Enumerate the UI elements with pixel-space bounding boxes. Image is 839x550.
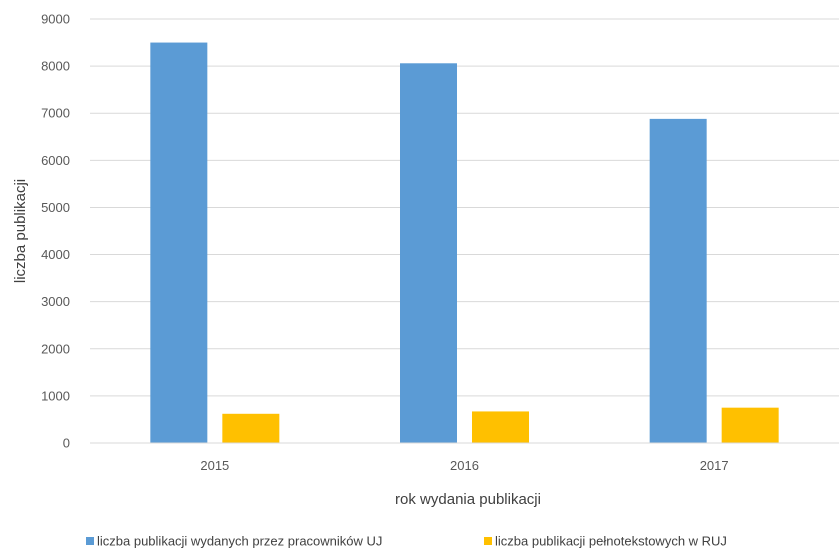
bar-2017-series-1 [649,118,707,444]
x-tick-label: 2015 [200,458,229,473]
legend-swatch [86,537,94,545]
legend-swatch [484,537,492,545]
legend-label: liczba publikacji wydanych przez pracown… [97,534,382,549]
y-tick-label: 0 [63,436,70,451]
y-tick-label: 6000 [41,153,70,168]
y-tick-label: 9000 [41,12,70,27]
bar-2016-series-2 [472,411,529,443]
y-tick-label: 2000 [41,341,70,356]
bar-2015-series-2 [222,413,280,443]
legend-label: liczba publikacji pełnotekstowych w RUJ [495,534,727,549]
y-tick-label: 8000 [41,59,70,74]
x-tick-label: 2016 [450,458,479,473]
y-axis-title: liczba publikacji [12,179,29,283]
y-tick-label: 7000 [41,106,70,121]
y-axis-ticks: 0 1000 2000 3000 4000 5000 6000 7000 8000 9000 [41,12,70,451]
bar-2016-series-1 [400,63,457,443]
y-tick-label: 5000 [41,200,70,215]
gridlines [90,18,839,397]
y-tick-label: 1000 [41,388,70,403]
bars [150,42,779,444]
bar-2015-series-1 [150,42,208,444]
x-axis-title: rok wydania publikacji [395,491,541,508]
y-tick-label: 3000 [41,294,70,309]
bar-2017-series-2 [721,407,779,443]
x-axis-ticks: 2015 2016 2017 [200,458,728,473]
legend: liczba publikacji wydanych przez pracown… [86,534,727,549]
y-tick-label: 4000 [41,247,70,262]
x-tick-label: 2017 [700,458,729,473]
